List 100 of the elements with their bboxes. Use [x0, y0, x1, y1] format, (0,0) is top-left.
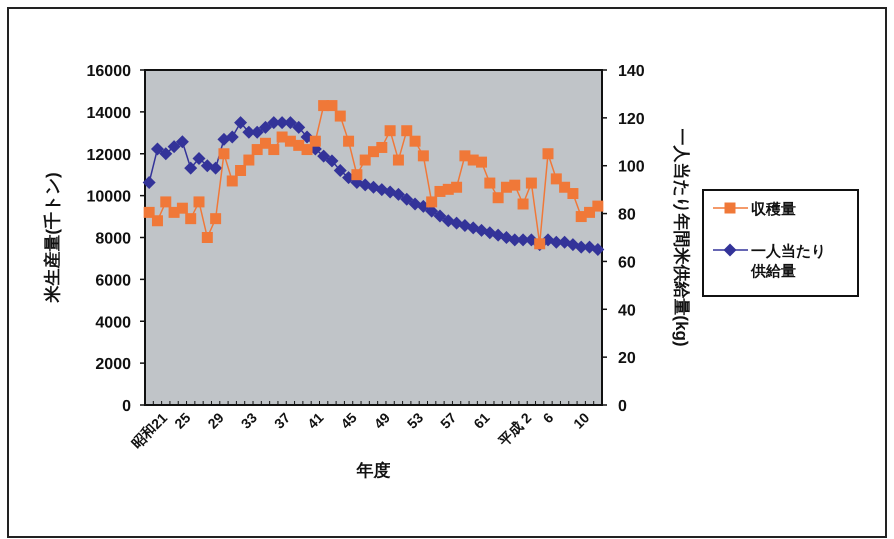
point: [584, 206, 596, 218]
point: [159, 147, 172, 160]
point: [492, 192, 504, 204]
point: [392, 188, 405, 201]
point: [542, 148, 554, 160]
point: [302, 144, 313, 156]
point: [258, 120, 272, 134]
x-tick-label: 平成 2: [494, 409, 535, 450]
point: [360, 154, 371, 166]
point: [235, 165, 246, 176]
x-tick-label: 53: [404, 409, 426, 432]
point: [209, 162, 222, 175]
y-tick-label: 2000: [95, 356, 132, 374]
point: [483, 226, 496, 240]
y2-axis-title: 一人当たり年間米供給量(kg): [672, 128, 691, 347]
point: [292, 120, 306, 134]
point: [194, 196, 205, 208]
point: [317, 150, 330, 163]
y-axis-title: 米生産量(千トン): [43, 172, 62, 304]
x-tick-label: 57: [437, 409, 460, 432]
y2-tick-label: 0: [618, 398, 627, 415]
x-axis-title: 年度: [356, 461, 390, 480]
x-tick-label: 6: [540, 409, 557, 426]
x-tick-label: 41: [304, 409, 327, 432]
point: [358, 178, 372, 192]
y-tick-label: 12000: [86, 146, 132, 164]
point: [268, 144, 280, 156]
point: [384, 186, 397, 199]
point: [475, 224, 488, 237]
point: [400, 192, 414, 206]
point: [466, 221, 480, 234]
y-tick-label: 6000: [95, 272, 132, 290]
point: [184, 162, 198, 175]
point: [343, 136, 354, 147]
x-tick-label: 29: [204, 409, 227, 432]
point: [326, 100, 338, 112]
point: [591, 242, 604, 256]
point: [375, 183, 388, 196]
y-tick-label: 10000: [86, 188, 132, 206]
point: [176, 202, 188, 214]
x-tick-label: 49: [370, 409, 394, 432]
y-tick-label: 8000: [95, 230, 132, 248]
x-tick-label: 61: [470, 409, 493, 432]
x-tick-label: 33: [238, 409, 260, 432]
point: [401, 125, 412, 136]
point: [334, 164, 347, 177]
point: [458, 219, 472, 232]
point: [144, 206, 155, 218]
legend-label: 収穫量: [751, 201, 796, 218]
point: [200, 159, 214, 172]
y-tick-label: 14000: [86, 104, 132, 122]
point: [384, 125, 396, 136]
point: [476, 156, 488, 168]
point: [451, 182, 462, 193]
point: [176, 135, 189, 148]
point: [450, 216, 464, 230]
x-tick-label: 37: [270, 409, 294, 432]
point: [550, 173, 562, 184]
point: [142, 176, 156, 189]
point: [185, 213, 196, 224]
point: [351, 169, 362, 180]
point: [234, 116, 248, 130]
x-tick-label: 25: [171, 409, 194, 432]
point: [567, 188, 578, 200]
point: [226, 130, 239, 144]
point: [210, 213, 222, 224]
x-tick-label: 45: [337, 409, 360, 432]
point: [160, 196, 172, 208]
point: [500, 231, 513, 244]
point: [226, 175, 238, 186]
point: [433, 209, 446, 222]
point: [310, 136, 321, 147]
point: [376, 142, 388, 153]
point: [192, 152, 206, 166]
point: [566, 238, 580, 252]
point: [418, 150, 429, 162]
y2-tick-label: 60: [618, 254, 636, 272]
point: [518, 198, 529, 210]
point: [150, 142, 164, 156]
point: [168, 140, 181, 154]
point: [243, 154, 254, 166]
point: [152, 215, 163, 226]
point: [583, 240, 596, 254]
y2-tick-label: 140: [618, 63, 645, 80]
point: [410, 136, 421, 147]
point: [218, 148, 230, 160]
point: [392, 154, 404, 166]
y-tick-label: 4000: [95, 314, 132, 332]
legend-label: 一人当たり供給量: [750, 243, 826, 280]
point: [526, 178, 537, 189]
y2-tick-label: 120: [618, 110, 645, 128]
point: [426, 196, 438, 208]
point: [325, 154, 338, 168]
point: [202, 232, 213, 243]
x-tick-label: 10: [570, 409, 593, 432]
y2-tick-label: 20: [618, 350, 636, 368]
y2-tick-label: 40: [618, 302, 636, 320]
y2-tick-label: 80: [618, 206, 636, 224]
y2-tick-label: 100: [618, 158, 645, 176]
point: [484, 178, 496, 189]
